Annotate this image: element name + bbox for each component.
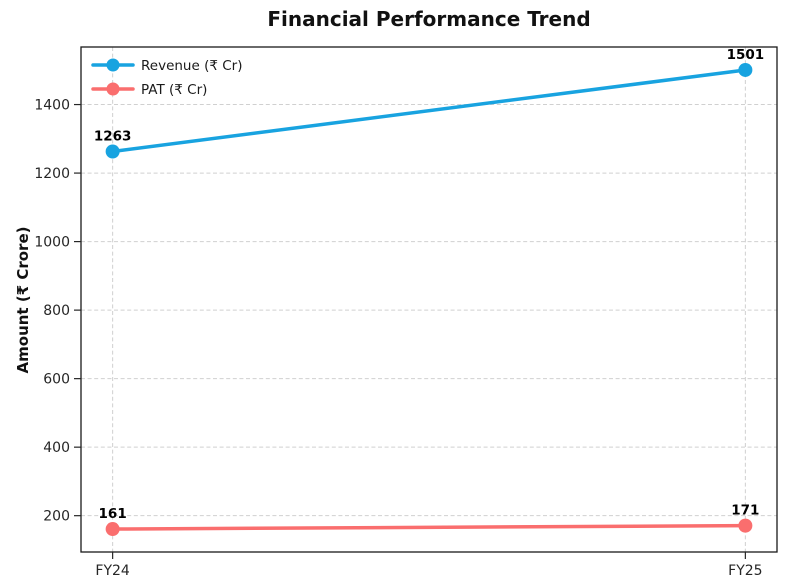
legend-marker-revenue	[106, 58, 120, 72]
pat-line	[110, 523, 748, 531]
chart-title: Financial Performance Trend	[267, 7, 591, 31]
y-tick-label: 200	[43, 509, 70, 525]
y-tick-label: 600	[43, 372, 70, 388]
revenue-marker-fy25	[738, 62, 753, 77]
revenue-line	[110, 68, 748, 154]
revenue-data-label: 1501	[727, 47, 765, 63]
legend-label-revenue: Revenue (₹ Cr)	[141, 58, 242, 74]
y-tick-label: 1400	[34, 98, 70, 114]
revenue-data-label: 1263	[94, 128, 132, 144]
legend-marker-pat	[106, 82, 120, 96]
pat-data-label: 171	[731, 503, 759, 519]
pat-marker-fy24	[105, 522, 120, 537]
revenue-marker-fy24	[105, 144, 120, 159]
x-tick-label: FY24	[95, 563, 130, 579]
y-tick-label: 400	[43, 440, 70, 456]
legend-label-pat: PAT (₹ Cr)	[141, 82, 207, 98]
x-tick-label: FY25	[728, 563, 762, 579]
y-tick-label: 800	[43, 303, 70, 319]
y-tick-label: 1000	[34, 235, 70, 251]
axis-spine	[80, 46, 778, 553]
y-axis-label: Amount (₹ Crore)	[14, 226, 32, 374]
pat-data-label: 161	[99, 506, 127, 522]
pat-marker-fy25	[738, 518, 753, 533]
y-tick-label: 1200	[34, 166, 70, 182]
